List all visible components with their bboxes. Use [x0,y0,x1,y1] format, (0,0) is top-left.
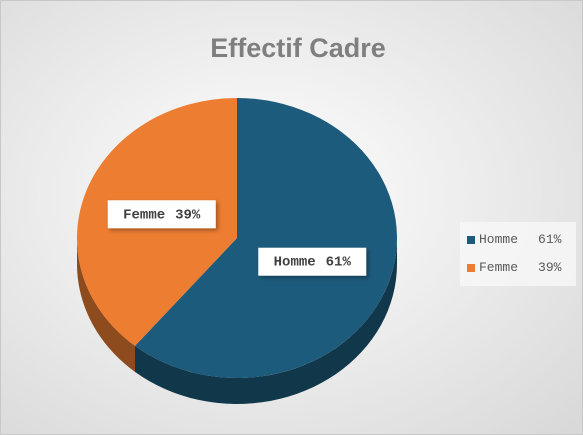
legend-swatch [467,264,475,272]
pie-side [77,238,136,372]
legend-entry: Femme 39% [479,260,562,275]
data-label-box [107,200,216,229]
chart-title: Effectif Cadre [210,33,386,63]
legend-value: 61% [538,232,562,247]
data-label-category: Femme [123,207,165,223]
legend-entry: Homme 61% [479,232,562,247]
data-label-value: 39% [175,207,201,223]
pie-slice [135,98,398,379]
data-label-box [258,247,367,276]
legend-swatch [467,236,475,244]
data-label-value: 61% [326,254,352,270]
legend-value: 39% [538,260,562,275]
legend-box [460,222,576,286]
legend-category: Femme [479,260,518,275]
data-label: Femme 39% [123,207,201,223]
data-label-category: Homme [274,254,316,270]
legend: Homme 61% Femme 39% [467,232,562,275]
pie-side [135,238,398,404]
legend-category: Homme [479,232,518,247]
data-label: Homme 61% [274,254,352,270]
data-labels: Homme 61% Femme 39% [107,200,367,276]
